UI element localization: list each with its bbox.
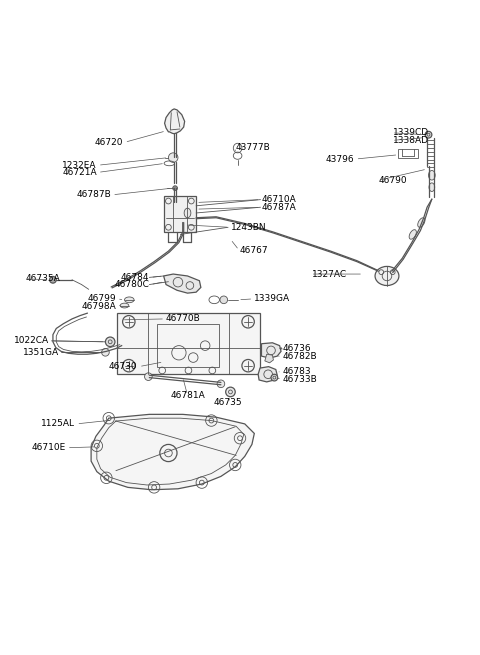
Ellipse shape — [124, 297, 134, 303]
Ellipse shape — [418, 217, 425, 227]
Circle shape — [271, 374, 278, 381]
Bar — [398, 149, 418, 158]
Text: 1339GA: 1339GA — [254, 294, 290, 303]
Text: 43796: 43796 — [326, 155, 355, 164]
Polygon shape — [91, 415, 254, 490]
Circle shape — [102, 348, 109, 356]
Text: 46733B: 46733B — [283, 375, 318, 384]
Circle shape — [226, 387, 235, 397]
Text: 1022CA: 1022CA — [14, 337, 49, 345]
Text: 46780C: 46780C — [114, 280, 149, 289]
Bar — [164, 196, 196, 232]
Text: 46790: 46790 — [378, 176, 407, 185]
Bar — [117, 313, 260, 374]
Circle shape — [49, 276, 56, 283]
Text: 46784: 46784 — [121, 273, 149, 282]
Text: 46736: 46736 — [283, 345, 312, 354]
Polygon shape — [165, 109, 185, 134]
Circle shape — [173, 186, 178, 191]
Text: 46782B: 46782B — [283, 352, 318, 361]
Circle shape — [168, 153, 178, 162]
Text: 1339CD: 1339CD — [393, 128, 429, 138]
Polygon shape — [258, 367, 277, 382]
Text: 46735A: 46735A — [25, 274, 60, 284]
Bar — [157, 324, 219, 367]
Text: 46710E: 46710E — [32, 443, 66, 452]
Circle shape — [220, 296, 228, 304]
Text: 46720: 46720 — [95, 138, 123, 147]
Ellipse shape — [120, 303, 129, 308]
Text: 46767: 46767 — [240, 246, 269, 255]
Text: 1338AD: 1338AD — [393, 136, 429, 145]
Polygon shape — [262, 343, 281, 358]
Text: 46770B: 46770B — [166, 314, 201, 324]
Polygon shape — [265, 354, 274, 363]
Circle shape — [425, 132, 432, 138]
Circle shape — [217, 380, 225, 388]
Text: 1125AL: 1125AL — [41, 419, 75, 428]
Text: 46787B: 46787B — [76, 191, 111, 199]
Ellipse shape — [429, 170, 435, 180]
Text: 46735: 46735 — [214, 398, 242, 407]
Text: 1351GA: 1351GA — [23, 348, 59, 357]
Text: 46798A: 46798A — [81, 301, 116, 310]
Text: 46730: 46730 — [109, 362, 137, 371]
Text: 46799: 46799 — [87, 294, 116, 303]
Text: 46781A: 46781A — [170, 391, 205, 400]
Text: 1327AC: 1327AC — [312, 270, 347, 278]
Text: 1232EA: 1232EA — [62, 160, 97, 170]
Text: 1243BN: 1243BN — [230, 223, 266, 232]
Circle shape — [144, 373, 152, 381]
Text: 46783: 46783 — [283, 367, 312, 376]
Ellipse shape — [429, 183, 435, 191]
Text: 43777B: 43777B — [235, 143, 270, 151]
Polygon shape — [164, 274, 201, 293]
Text: 46787A: 46787A — [262, 203, 296, 212]
Text: 46721A: 46721A — [62, 168, 97, 177]
Circle shape — [106, 337, 115, 346]
Circle shape — [118, 342, 125, 350]
Text: 46710A: 46710A — [262, 195, 296, 204]
Ellipse shape — [375, 267, 399, 286]
Ellipse shape — [184, 208, 191, 217]
Ellipse shape — [409, 230, 416, 239]
